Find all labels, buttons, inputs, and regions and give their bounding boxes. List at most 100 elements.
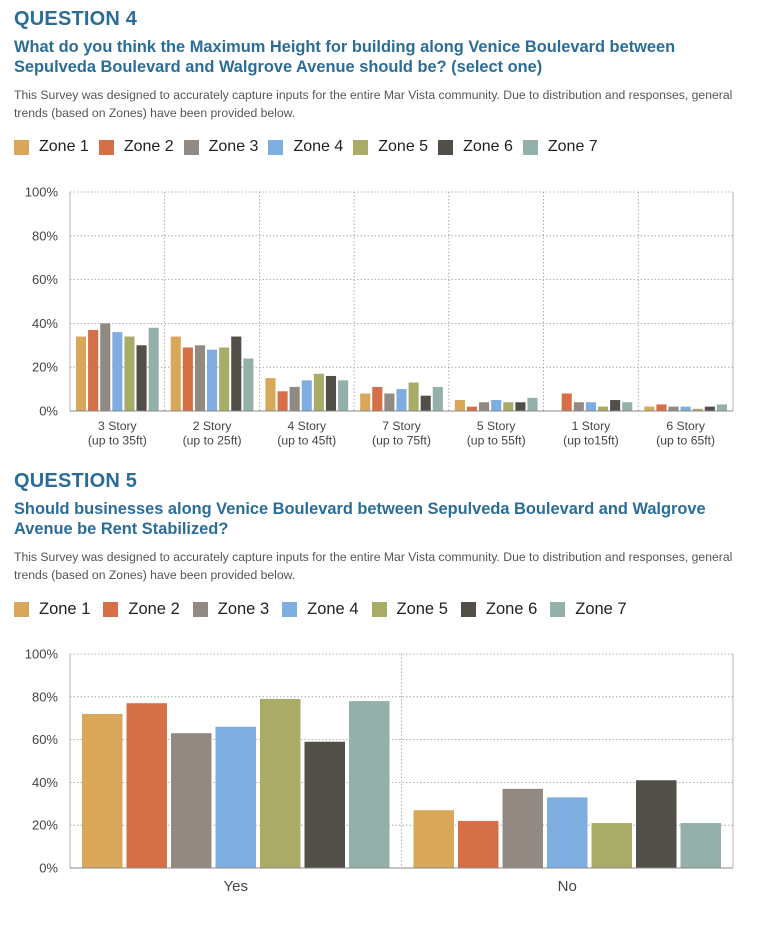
legend-swatch <box>183 139 199 155</box>
bar-zone-1 <box>360 393 371 411</box>
legend-item-zone-7: Zone 7 <box>522 138 598 156</box>
bar-zone-7 <box>148 327 159 411</box>
bar-zone-6 <box>515 402 526 411</box>
bar-zone-7 <box>432 386 443 411</box>
question-4-chart: 0% 20% 40% 60% 80% 100% 3 Story(up to 35ft) 2 S… <box>25 185 734 448</box>
x-category-label: (up to15ft) <box>563 434 619 448</box>
bar-zone-4 <box>215 726 256 868</box>
legend-label: Zone 1 <box>39 138 89 155</box>
bar-zone-7 <box>716 404 727 411</box>
legend-label: Zone 3 <box>208 138 259 155</box>
x-category-label: 2 Story <box>193 419 233 433</box>
x-category-label: (up to 35ft) <box>88 434 147 448</box>
x-category-label: 5 Story <box>477 419 517 433</box>
bar-zone-6 <box>325 375 337 411</box>
y-tick-label: 100% <box>25 185 59 200</box>
bar-zone-2 <box>182 347 193 411</box>
bar-zone-4 <box>585 402 596 411</box>
bar-zone-7 <box>622 402 633 411</box>
x-category-label: (up to 45ft) <box>277 434 336 448</box>
question-5-description: This Survey was designed to accurately c… <box>14 550 733 582</box>
legend-swatch <box>522 139 538 155</box>
bar-zone-1 <box>644 406 655 411</box>
bar-zone-3 <box>384 393 395 411</box>
legend-label: Zone 6 <box>485 599 538 618</box>
bar-zone-6 <box>704 406 715 411</box>
question-4-description: This Survey was designed to accurately c… <box>14 88 733 120</box>
question-5-title: Should businesses along Venice Boulevard… <box>14 500 706 538</box>
bar-zone-4 <box>547 797 588 868</box>
bar-zone-6 <box>304 741 345 868</box>
bar-zone-3 <box>668 406 679 411</box>
bar-zone-5 <box>313 373 324 411</box>
bar-zone-1 <box>265 378 276 411</box>
y-tick-label: 60% <box>32 732 58 747</box>
x-category-label: No <box>558 878 577 895</box>
bar-zone-6 <box>136 345 147 411</box>
legend-item-zone-7: Zone 7 <box>550 600 627 619</box>
legend-swatch <box>550 601 566 617</box>
y-tick-label: 80% <box>32 228 58 243</box>
legend-item-zone-5: Zone 5 <box>353 138 428 156</box>
legend-label: Zone 4 <box>293 138 344 155</box>
bar-zone-3 <box>479 402 490 411</box>
question-5-heading: QUESTION 5 <box>14 470 138 492</box>
bar-zone-4 <box>207 349 218 411</box>
bar-zone-3 <box>502 788 543 868</box>
legend-swatch <box>438 139 454 155</box>
y-tick-label: 80% <box>32 689 58 704</box>
bar-zone-6 <box>610 400 621 411</box>
legend-item-zone-1: Zone 1 <box>14 138 89 156</box>
question-4-section: QUESTION 4 What do you think the Maximum… <box>0 0 760 462</box>
bar-zone-3 <box>171 733 212 868</box>
legend-item-zone-5: Zone 5 <box>371 599 448 619</box>
legend-label: Zone 6 <box>463 138 513 155</box>
x-category-label: (up to 25ft) <box>183 434 242 448</box>
bar-zone-3 <box>289 386 300 411</box>
x-category-label: 7 Story <box>382 419 422 433</box>
bar-zone-2 <box>458 820 499 868</box>
bar-zone-4 <box>112 332 123 411</box>
bar-zone-4 <box>396 389 407 411</box>
bar-zone-3 <box>100 323 111 411</box>
bar-zone-7 <box>243 358 254 411</box>
y-tick-label: 40% <box>32 316 58 331</box>
y-tick-label: 60% <box>32 272 58 287</box>
y-tick-label: 100% <box>25 647 59 662</box>
bar-zone-1 <box>170 336 181 411</box>
bar-zone-2 <box>656 404 667 411</box>
bar-zone-2 <box>372 386 383 411</box>
legend-swatch <box>371 601 387 617</box>
legend-label: Zone 5 <box>378 138 429 155</box>
x-category-label: Yes <box>224 878 248 895</box>
bar-zone-3 <box>194 345 206 411</box>
bar-zone-5 <box>597 406 609 411</box>
x-category-label: 1 Story <box>572 419 612 433</box>
legend-swatch <box>460 601 476 617</box>
bar-zone-2 <box>88 329 99 411</box>
x-category-label: 4 Story <box>287 419 327 433</box>
legend-item-zone-2: Zone 2 <box>103 600 180 619</box>
x-category-label: (up to 55ft) <box>467 434 526 448</box>
y-tick-label: 20% <box>32 818 58 833</box>
bar-zone-1 <box>82 713 123 868</box>
bar-zone-6 <box>420 395 431 411</box>
bar-zone-1 <box>413 810 454 868</box>
x-category-label: (up to 75ft) <box>372 434 431 448</box>
legend-label: Zone 5 <box>396 599 448 618</box>
bar-zone-7 <box>338 380 349 411</box>
bar-zone-6 <box>636 780 677 868</box>
y-tick-label: 20% <box>32 360 58 375</box>
bar-zone-3 <box>573 402 584 411</box>
legend-swatch <box>268 139 284 155</box>
legend-item-zone-4: Zone 4 <box>268 138 343 156</box>
bar-zone-5 <box>591 823 632 868</box>
bar-zone-1 <box>76 336 87 411</box>
legend-item-zone-4: Zone 4 <box>282 600 359 619</box>
bar-zone-4 <box>680 406 691 411</box>
y-tick-label: 0% <box>39 404 58 419</box>
legend-swatch <box>14 601 29 617</box>
legend-swatch <box>98 139 114 155</box>
x-category-label: (up to 65ft) <box>656 434 715 448</box>
bar-zone-6 <box>231 336 242 411</box>
